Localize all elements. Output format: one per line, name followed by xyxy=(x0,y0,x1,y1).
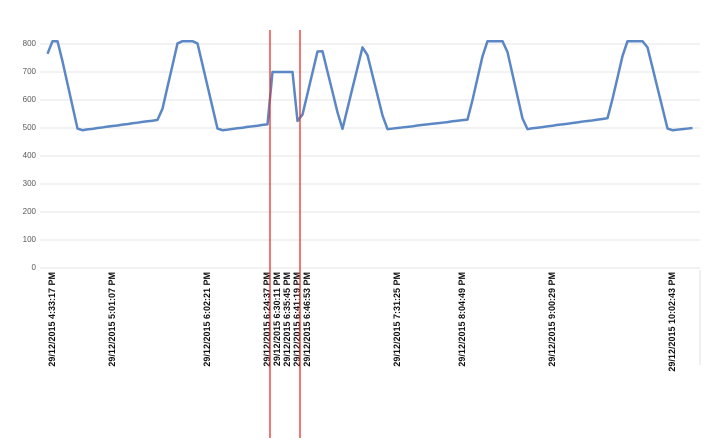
data-line xyxy=(46,39,693,132)
y-tick-label: 600 xyxy=(23,95,37,104)
y-tick-label: 100 xyxy=(23,235,37,244)
x-tick-label: 29/12/2015 6:41:19 PM xyxy=(292,272,302,367)
y-tick-label: 200 xyxy=(23,207,37,216)
x-tick-label: 29/12/2015 8:04:49 PM xyxy=(457,272,467,367)
x-tick-label: 29/12/2015 9:00:29 PM xyxy=(547,272,557,367)
x-tick-label: 29/12/2015 7:31:25 PM xyxy=(392,272,402,367)
x-tick-label: 29/12/2015 6:24:37 PM xyxy=(262,272,272,367)
y-tick-label: 400 xyxy=(23,151,37,160)
x-tick-label: 29/12/2015 6:02:21 PM xyxy=(202,272,212,367)
y-tick-label: 700 xyxy=(23,67,37,76)
x-tick-label: 29/12/2015 6:46:53 PM xyxy=(302,272,312,367)
x-tick-label: 29/12/2015 5:01:07 PM xyxy=(107,272,117,367)
y-tick-label: 800 xyxy=(23,39,37,48)
x-tick-label: 29/12/2015 10:02:43 PM xyxy=(667,272,677,372)
x-tick-label: 29/12/2015 6:30:11 PM xyxy=(272,272,282,366)
x-tick-label: 29/12/2015 4:33:17 PM xyxy=(47,272,57,367)
y-tick-label: 0 xyxy=(32,263,37,272)
y-tick-label: 500 xyxy=(23,123,37,132)
y-tick-label: 300 xyxy=(23,179,37,188)
x-tick-label: 29/12/2015 6:35:45 PM xyxy=(282,272,292,367)
